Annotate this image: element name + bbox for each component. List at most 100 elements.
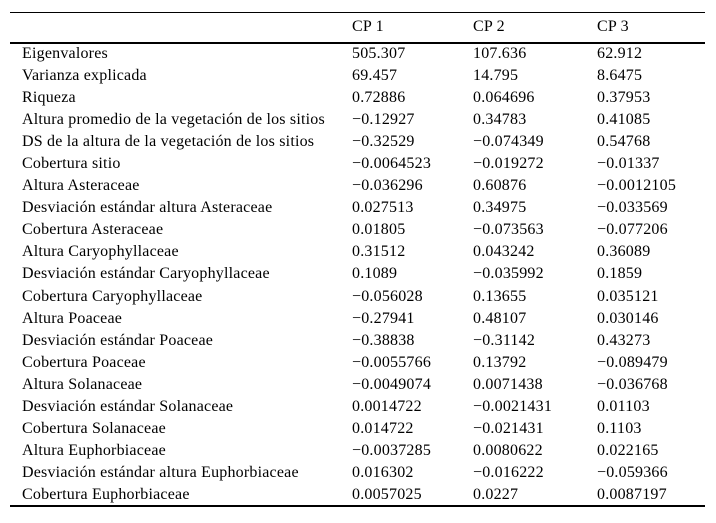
value-cp2: 0.0227 <box>473 485 519 503</box>
row-label-header <box>10 13 352 43</box>
value-cp2: 14.795 <box>473 66 519 84</box>
table-row: Altura Asteraceae −0.036296 0.60876 −0.0012… <box>10 175 705 197</box>
value-cp1: −0.12927 <box>352 110 415 128</box>
value-cp3: 0.54768 <box>597 132 651 150</box>
value-cp1: 0.01805 <box>352 221 406 239</box>
table-row: Altura Euphorbiaceae −0.0037285 0.0080622 0… <box>10 440 705 462</box>
value-cp3: 0.030146 <box>597 309 659 327</box>
row-label: DS de la altura de la vegetación de los … <box>22 132 315 150</box>
row-label: Cobertura Caryophyllaceae <box>22 287 203 305</box>
value-cp1: 0.0057025 <box>352 485 422 503</box>
value-cp1: 0.0014722 <box>352 398 422 416</box>
value-cp2: 0.13792 <box>473 353 527 371</box>
row-label: Altura Caryophyllaceae <box>22 243 179 261</box>
value-cp2: −0.035992 <box>473 265 544 283</box>
value-cp1: −0.0064523 <box>352 155 432 173</box>
value-cp2: −0.021431 <box>473 420 544 438</box>
column-header-cp3: CP 3 <box>597 18 629 36</box>
value-cp2: 0.60876 <box>473 177 527 195</box>
value-cp2: 0.34975 <box>473 199 527 217</box>
value-cp2: 0.0071438 <box>473 375 543 393</box>
value-cp3: 0.035121 <box>597 287 659 305</box>
row-label: Altura Asteraceae <box>22 177 140 195</box>
value-cp1: −0.0049074 <box>352 375 432 393</box>
table-body: Eigenvalores 505.307 107.636 62.912 Varianza… <box>10 43 705 507</box>
value-cp3: 0.41085 <box>597 110 651 128</box>
pca-loadings-table: CP 1 CP 2 CP 3 Eigenvalores 505.307 107.63… <box>10 12 705 508</box>
table-row: Desviación estándar Poaceae −0.38838 −0.31… <box>10 330 705 352</box>
table-row: Desviación estándar altura Euphorbiaceae… <box>10 462 705 484</box>
row-label: Cobertura Solanaceae <box>22 420 166 438</box>
table-row: Varianza explicada 69.457 14.795 8.6475 <box>10 65 705 87</box>
row-label: Cobertura Poaceae <box>22 353 146 371</box>
value-cp3: −0.0012105 <box>597 177 677 195</box>
column-header-cp2: CP 2 <box>473 18 505 36</box>
value-cp1: −0.38838 <box>352 331 415 349</box>
row-label: Altura Euphorbiaceae <box>22 442 166 460</box>
row-label: Riqueza <box>22 88 76 106</box>
value-cp2: 0.48107 <box>473 309 527 327</box>
value-cp1: −0.32529 <box>352 132 415 150</box>
value-cp1: 0.1089 <box>352 265 398 283</box>
value-cp2: −0.019272 <box>473 155 544 173</box>
row-label: Cobertura sitio <box>22 155 121 173</box>
row-label: Desviación estándar altura Asteraceae <box>22 199 273 217</box>
row-label: Altura Solanaceae <box>22 375 143 393</box>
value-cp1: −0.0037285 <box>352 442 432 460</box>
value-cp3: −0.059366 <box>597 464 668 482</box>
row-label: Desviación estándar altura Euphorbiaceae <box>22 464 299 482</box>
row-label: Cobertura Asteraceae <box>22 221 164 239</box>
value-cp3: 0.43273 <box>597 331 651 349</box>
row-label: Desviación estándar Caryophyllaceae <box>22 265 270 283</box>
table-row: Eigenvalores 505.307 107.636 62.912 <box>10 43 705 65</box>
value-cp1: 0.014722 <box>352 420 414 438</box>
table-row: Altura Caryophyllaceae 0.31512 0.043242 0.3… <box>10 241 705 263</box>
row-label: Eigenvalores <box>22 45 108 63</box>
table-row: Desviación estándar Solanaceae 0.0014722 −… <box>10 396 705 418</box>
value-cp1: 0.72886 <box>352 88 406 106</box>
value-cp3: 0.37953 <box>597 88 651 106</box>
value-cp3: 0.01103 <box>597 398 650 416</box>
value-cp3: 0.0087197 <box>597 485 667 503</box>
row-label: Desviación estándar Solanaceae <box>22 398 234 416</box>
table-row: Desviación estándar altura Asteraceae 0.0… <box>10 197 705 219</box>
table-row: Cobertura Solanaceae 0.014722 −0.021431 0.1… <box>10 418 705 440</box>
table-row: Cobertura Poaceae −0.0055766 0.13792 −0.089… <box>10 352 705 374</box>
value-cp2: 0.064696 <box>473 88 535 106</box>
row-label: Varianza explicada <box>22 66 147 84</box>
value-cp1: −0.0055766 <box>352 353 432 371</box>
value-cp1: 69.457 <box>352 66 398 84</box>
value-cp2: −0.073563 <box>473 221 544 239</box>
value-cp2: −0.0021431 <box>473 398 553 416</box>
value-cp3: 0.36089 <box>597 243 651 261</box>
value-cp3: 0.1103 <box>597 420 642 438</box>
value-cp3: 0.022165 <box>597 442 659 460</box>
table-row: Cobertura sitio −0.0064523 −0.019272 −0.013… <box>10 153 705 175</box>
value-cp3: −0.01337 <box>597 155 660 173</box>
table-row: Altura Poaceae −0.27941 0.48107 0.030146 <box>10 308 705 330</box>
value-cp2: 107.636 <box>473 45 527 63</box>
value-cp2: −0.31142 <box>473 331 536 349</box>
table-row: Cobertura Asteraceae 0.01805 −0.073563 −0.0… <box>10 219 705 241</box>
row-label: Cobertura Euphorbiaceae <box>22 485 190 503</box>
value-cp3: −0.036768 <box>597 375 668 393</box>
row-label: Altura Poaceae <box>22 309 123 327</box>
value-cp2: 0.0080622 <box>473 442 543 460</box>
table-row: Riqueza 0.72886 0.064696 0.37953 <box>10 87 705 109</box>
value-cp3: 62.912 <box>597 45 643 63</box>
value-cp1: −0.056028 <box>352 287 423 305</box>
row-label: Desviación estándar Poaceae <box>22 331 214 349</box>
value-cp1: 0.027513 <box>352 199 414 217</box>
value-cp3: 0.1859 <box>597 265 643 283</box>
value-cp2: 0.34783 <box>473 110 527 128</box>
value-cp3: −0.077206 <box>597 221 668 239</box>
table-row: Cobertura Caryophyllaceae −0.056028 0.1365… <box>10 286 705 308</box>
row-label: Altura promedio de la vegetación de los … <box>22 110 325 128</box>
table-row: DS de la altura de la vegetación de los … <box>10 131 705 153</box>
value-cp1: 0.016302 <box>352 464 414 482</box>
value-cp2: −0.074349 <box>473 132 544 150</box>
value-cp1: 505.307 <box>352 45 406 63</box>
table-row: Desviación estándar Caryophyllaceae 0.108… <box>10 263 705 285</box>
table-row: Altura promedio de la vegetación de los … <box>10 109 705 131</box>
